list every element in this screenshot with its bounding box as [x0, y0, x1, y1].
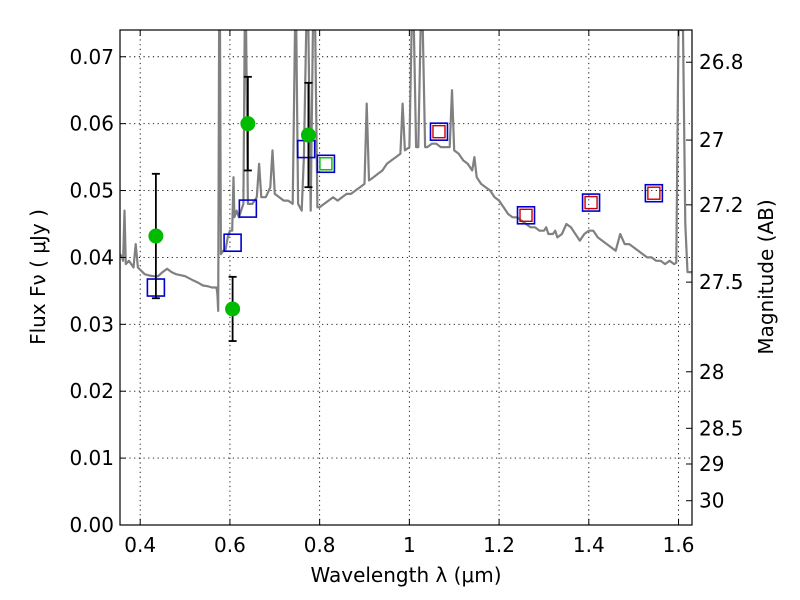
right-tick-label: 28: [699, 360, 724, 384]
x-tick-label: 1.2: [483, 533, 515, 557]
model-flux-box: [644, 183, 664, 203]
right-tick-label: 27.5: [699, 270, 744, 294]
grid: [120, 30, 692, 526]
y-tick-label: 0.07: [69, 45, 114, 69]
model-flux-inner-red-box: [519, 208, 533, 222]
observed-point: [240, 116, 256, 132]
model-flux-box: [223, 233, 242, 253]
y-tick-label: 0.04: [69, 245, 114, 269]
y-tick-label: 0.03: [69, 312, 114, 336]
model-flux-box: [429, 122, 449, 141]
y-tick-label: 0.02: [69, 379, 114, 403]
observed-point: [300, 127, 316, 143]
model-flux-inner-red-box: [432, 124, 446, 139]
x-tick-label: 0.8: [304, 533, 336, 557]
x-tick-label: 1: [403, 533, 416, 557]
x-axis-label: Wavelength λ (μm): [310, 563, 501, 587]
right-tick-label: 29: [699, 452, 724, 476]
model-flux-inner-green-box: [319, 157, 333, 171]
model-flux-box: [316, 154, 336, 174]
x-tick-label: 0.6: [214, 533, 246, 557]
right-tick-label: 28.5: [699, 416, 744, 440]
y-tick-label: 0.01: [69, 446, 114, 470]
y-tick-label: 0.00: [69, 513, 114, 537]
plot-area: [120, 30, 692, 342]
sed-template-line: [120, 30, 692, 312]
x-tick-label: 1.6: [663, 533, 695, 557]
model-flux-box: [581, 193, 601, 212]
right-tick-label: 27: [699, 128, 724, 152]
model-flux-box: [516, 205, 536, 225]
right-axis-label: Magnitude (AB): [754, 199, 778, 354]
right-tick-label: 27.2: [699, 193, 744, 217]
model-flux-box: [238, 199, 258, 218]
model-flux-inner-red-box: [584, 195, 598, 210]
observed-point: [148, 228, 164, 244]
y-tick-label: 0.05: [69, 179, 114, 203]
right-tick-label: 30: [699, 489, 724, 513]
x-tick-label: 1.4: [573, 533, 605, 557]
observed-point: [225, 301, 241, 317]
y-axis-label: Flux Fν ( μJy ): [26, 209, 50, 345]
right-tick-label: 26.8: [699, 50, 744, 74]
x-tick-label: 0.4: [124, 533, 156, 557]
model-flux-inner-red-box: [647, 186, 661, 200]
y-tick-label: 0.06: [69, 112, 114, 136]
axes: 0.4 0.6 0.8 1 1.2 1.4 1.6 0.00 0.01 0.02 0.03 0.04 0…: [69, 30, 744, 557]
plot-frame: [119, 29, 693, 526]
